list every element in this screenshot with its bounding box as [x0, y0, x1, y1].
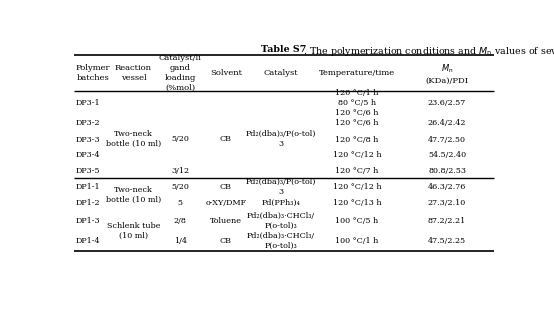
Text: 23.6/2.57: 23.6/2.57 — [428, 99, 466, 107]
Text: 120 °C/12 h: 120 °C/12 h — [332, 183, 381, 191]
Text: Pd₂(dba)₃/P(o-tol)
3: Pd₂(dba)₃/P(o-tol) 3 — [245, 130, 316, 148]
Text: 120 °C/1 h
80 °C/5 h
120 °C/6 h: 120 °C/1 h 80 °C/5 h 120 °C/6 h — [335, 89, 379, 117]
Text: 80.8/2.53: 80.8/2.53 — [428, 167, 466, 175]
Text: Pd(PPh₃)₄: Pd(PPh₃)₄ — [261, 199, 300, 207]
Text: DP3-4: DP3-4 — [76, 151, 100, 159]
Text: o-XY/DMF: o-XY/DMF — [206, 199, 247, 207]
Text: Pd₂(dba)₃·CHCl₃/
P(o-tol)₃: Pd₂(dba)₃·CHCl₃/ P(o-tol)₃ — [247, 232, 315, 249]
Text: DP1-2: DP1-2 — [76, 199, 100, 207]
Text: CB: CB — [220, 135, 232, 143]
Text: Polymer
batches: Polymer batches — [76, 64, 110, 82]
Text: 100 °C/5 h: 100 °C/5 h — [335, 217, 378, 225]
Text: CB: CB — [220, 237, 232, 245]
Text: CB: CB — [220, 183, 232, 191]
Text: Pd₂(dba)₃/P(o-tol)
3: Pd₂(dba)₃/P(o-tol) 3 — [245, 178, 316, 196]
Text: Solvent: Solvent — [210, 69, 242, 77]
Text: Catalyst/li
gand
loading
(%mol): Catalyst/li gand loading (%mol) — [159, 54, 202, 92]
Text: 5/20: 5/20 — [171, 183, 189, 191]
Text: DP3-5: DP3-5 — [76, 167, 100, 175]
Text: 100 °C/1 h: 100 °C/1 h — [335, 237, 378, 245]
Text: 87.2/2.21: 87.2/2.21 — [428, 217, 466, 225]
Text: 26.4/2.42: 26.4/2.42 — [428, 120, 466, 127]
Text: 5: 5 — [178, 199, 183, 207]
Text: 120 °C/7 h: 120 °C/7 h — [335, 167, 378, 175]
Text: 54.5/2.40: 54.5/2.40 — [428, 151, 466, 159]
Text: Reaction
vessel: Reaction vessel — [115, 64, 152, 82]
Text: Schlenk tube
(10 ml): Schlenk tube (10 ml) — [107, 222, 160, 240]
Text: Table S7: Table S7 — [261, 45, 306, 54]
Text: 47.5/2.25: 47.5/2.25 — [428, 237, 466, 245]
Text: 120 °C/12 h: 120 °C/12 h — [332, 151, 381, 159]
Text: 5/20: 5/20 — [171, 135, 189, 143]
Text: 120 °C/8 h: 120 °C/8 h — [335, 136, 378, 144]
Text: $M_\mathrm{n}$
(KDa)/PDI: $M_\mathrm{n}$ (KDa)/PDI — [425, 62, 469, 84]
Text: DP1-1: DP1-1 — [76, 183, 100, 191]
Text: DP3-2: DP3-2 — [76, 120, 100, 127]
Text: DP1-4: DP1-4 — [76, 237, 100, 245]
Text: Toluene: Toluene — [210, 217, 242, 225]
Text: Catalyst: Catalyst — [263, 69, 298, 77]
Text: DP3-3: DP3-3 — [76, 136, 100, 144]
Text: 47.7/2.50: 47.7/2.50 — [428, 136, 466, 144]
Text: DP3-1: DP3-1 — [76, 99, 100, 107]
Text: 120 °C/13 h: 120 °C/13 h — [332, 199, 381, 207]
Text: . The polymerization conditions and $M_\mathrm{n}$ values of several DP1/DP3 bat: . The polymerization conditions and $M_\… — [303, 45, 554, 58]
Text: Temperature/time: Temperature/time — [319, 69, 395, 77]
Text: Two-neck
bottle (10 ml): Two-neck bottle (10 ml) — [106, 130, 161, 148]
Text: 2/8: 2/8 — [174, 217, 187, 225]
Text: DP1-3: DP1-3 — [76, 217, 100, 225]
Text: Pd₂(dba)₃·CHCl₃/
P(o-tol)₃: Pd₂(dba)₃·CHCl₃/ P(o-tol)₃ — [247, 212, 315, 230]
Text: 1/4: 1/4 — [174, 237, 187, 245]
Text: 3/12: 3/12 — [171, 167, 189, 175]
Text: Two-neck
bottle (10 ml): Two-neck bottle (10 ml) — [106, 186, 161, 203]
Text: 120 °C/6 h: 120 °C/6 h — [335, 120, 379, 127]
Text: 46.3/2.76: 46.3/2.76 — [428, 183, 466, 191]
Text: 27.3/2.10: 27.3/2.10 — [428, 199, 466, 207]
